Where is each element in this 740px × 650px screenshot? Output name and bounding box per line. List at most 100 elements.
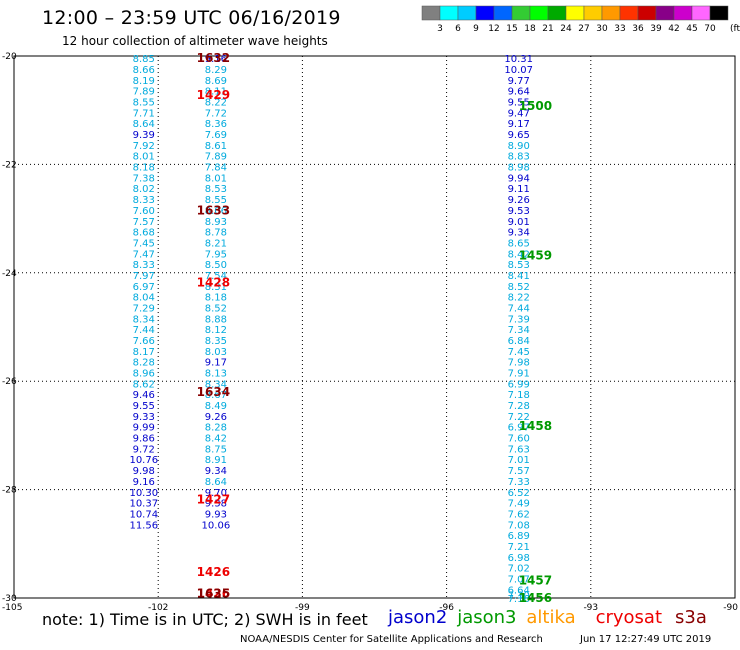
wave-height-value: 9.16 — [205, 54, 227, 65]
wave-height-value: 9.94 — [508, 173, 530, 184]
wave-height-value: 8.19 — [133, 76, 155, 87]
y-tick-label: -22 — [2, 160, 17, 170]
wave-height-value: 7.98 — [508, 358, 530, 369]
wave-height-value: 8.13 — [205, 369, 227, 380]
wave-height-value: 9.17 — [205, 358, 227, 369]
wave-height-value: 9.53 — [508, 206, 530, 217]
wave-height-value: 7.71 — [133, 108, 155, 119]
color-scale-unit: (ft) — [730, 24, 740, 34]
wave-height-value: 10.31 — [504, 54, 533, 65]
wave-height-value: 8.21 — [205, 238, 227, 249]
wave-height-value: 9.64 — [508, 87, 530, 98]
wave-height-value: 8.22 — [508, 293, 530, 304]
wave-height-value: 9.86 — [133, 434, 155, 445]
wave-height-value: 9.98 — [133, 466, 155, 477]
wave-height-value: 9.55 — [133, 401, 155, 412]
wave-height-value: 8.98 — [508, 163, 530, 174]
pass-time-label: 1500 — [519, 99, 552, 113]
wave-height-value: 9.33 — [133, 412, 155, 423]
y-tick-label: -30 — [2, 594, 17, 604]
wave-height-value: 7.47 — [133, 249, 155, 260]
wave-height-value: 6.64 — [508, 585, 530, 596]
wave-height-value: 8.01 — [133, 152, 155, 163]
pass-time-label: 1426 — [197, 565, 230, 579]
wave-height-value: 8.69 — [205, 76, 227, 87]
wave-height-value: 8.90 — [508, 141, 530, 152]
pass-time-label: 1429 — [197, 88, 230, 102]
color-scale-label: 12 — [488, 24, 499, 34]
wave-height-value: 7.34 — [508, 325, 530, 336]
x-tick-label: -93 — [583, 603, 598, 613]
wave-height-value: 8.50 — [205, 260, 227, 271]
color-scale-swatch — [475, 5, 495, 21]
wave-height-value: 7.16 — [508, 594, 530, 605]
pass-time-label: 1632 — [197, 51, 230, 65]
wave-height-value: 8.01 — [205, 173, 227, 184]
grid-lines — [14, 56, 735, 598]
wave-height-value: 8.28 — [205, 423, 227, 434]
wave-height-value: 8.96 — [133, 369, 155, 380]
wave-height-value: 8.75 — [205, 444, 227, 455]
wave-height-value: 8.04 — [133, 293, 155, 304]
x-tick-label: -105 — [2, 603, 22, 613]
y-tick-label: -20 — [2, 52, 17, 62]
wave-height-value: 8.55 — [205, 195, 227, 206]
color-scale-swatch — [439, 5, 459, 21]
wave-height-value: 7.69 — [205, 130, 227, 141]
color-scale-swatch — [493, 5, 513, 21]
wave-height-value: 7.49 — [508, 499, 530, 510]
wave-height-value: 7.57 — [133, 217, 155, 228]
color-scale-label: 39 — [650, 24, 662, 34]
credit-text: NOAA/NESDIS Center for Satellite Applica… — [240, 634, 543, 645]
wave-height-value: 9.16 — [133, 477, 155, 488]
color-scale-swatch — [601, 5, 621, 21]
color-scale-swatch — [637, 5, 657, 21]
wave-height-value: 8.64 — [205, 477, 227, 488]
wave-height-value: 7.89 — [133, 87, 155, 98]
pass-time-label: 1426 — [197, 587, 230, 601]
wave-height-value: 7.29 — [133, 303, 155, 314]
wave-height-value: 7.63 — [508, 444, 530, 455]
wave-height-value: 8.34 — [205, 379, 227, 390]
wave-height-value: 7.07 — [508, 574, 530, 585]
wave-height-value: 9.39 — [133, 130, 155, 141]
wave-height-value: 7.18 — [508, 390, 530, 401]
wave-height-value: 9.99 — [133, 423, 155, 434]
color-scale-label: 9 — [473, 24, 479, 34]
color-scale-label: 27 — [578, 24, 589, 34]
wave-height-value: 7.44 — [508, 303, 530, 314]
generated-timestamp: Jun 17 12:27:49 UTC 2019 — [580, 634, 712, 645]
color-scale-swatch — [619, 5, 639, 21]
wave-height-value: 7.60 — [133, 206, 155, 217]
wave-height-value: 6.97 — [133, 282, 155, 293]
wave-height-value: 8.88 — [205, 314, 227, 325]
wave-height-value: 8.42 — [205, 434, 227, 445]
color-scale-label: 18 — [524, 24, 536, 34]
wave-height-value: 8.83 — [508, 152, 530, 163]
wave-height-value: 11.56 — [129, 520, 158, 531]
wave-height-value: 9.34 — [205, 466, 227, 477]
pass-time-label: 1635 — [197, 587, 230, 601]
pass-time-label: 1457 — [519, 574, 552, 588]
wave-height-value: 7.45 — [133, 238, 155, 249]
x-tick-label: -102 — [148, 603, 168, 613]
color-scale-label: 42 — [668, 24, 679, 34]
color-scale-swatch — [673, 5, 693, 21]
wave-height-value: 8.65 — [508, 238, 530, 249]
color-scale-swatch — [511, 5, 531, 21]
wave-height-value: 9.77 — [508, 76, 530, 87]
wave-height-value: 7.54 — [205, 271, 227, 282]
wave-height-value: 7.72 — [205, 108, 227, 119]
satellite-legend-jason3: jason3 — [457, 607, 517, 628]
wave-height-value: 6.99 — [508, 379, 530, 390]
y-tick-label: -28 — [2, 486, 17, 496]
wave-height-value: 8.06 — [205, 206, 227, 217]
wave-height-value: 7.21 — [508, 542, 530, 553]
wave-height-value: 8.41 — [508, 271, 530, 282]
wave-height-value: 9.72 — [133, 444, 155, 455]
satellite-legend-cryosat: cryosat — [595, 607, 663, 628]
wave-height-value: 7.84 — [205, 163, 227, 174]
pass-time-labels: 1632142916331428163414271426142616351500… — [197, 51, 552, 605]
color-scale-swatch — [547, 5, 567, 21]
wave-height-value: 7.89 — [205, 152, 227, 163]
